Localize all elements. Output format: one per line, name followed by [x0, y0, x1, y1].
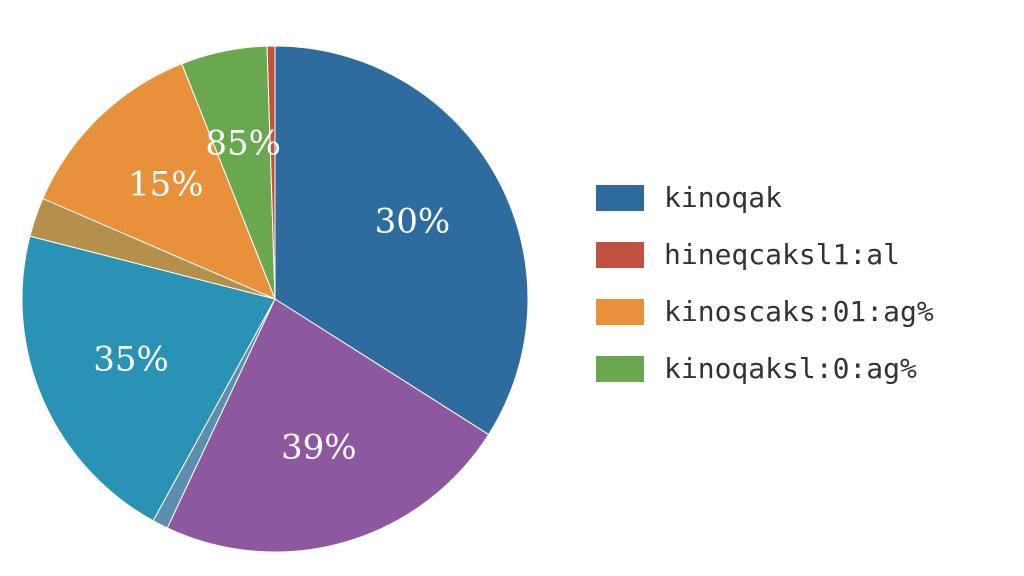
pie-slice-0	[274, 45, 529, 436]
pie-slice-label-3: 35%	[93, 339, 169, 379]
legend-label-2: kinoscaks:01:ag%	[664, 295, 934, 328]
legend-label-1: hineqcaksl1:al	[664, 238, 900, 271]
legend-label-3: kinoqaksl:0:ag%	[664, 352, 917, 385]
pie-slice-label-0: 30%	[375, 201, 451, 241]
legend-label-0: kinoqak	[664, 181, 782, 214]
legend: kinoqak hineqcaksl1:al kinoscaks:01:ag% kin…	[596, 181, 934, 385]
pie-slice-5	[42, 63, 276, 300]
pie-slice-label-5: 15%	[128, 164, 204, 204]
legend-swatch-3	[596, 356, 644, 382]
pie-slices	[21, 45, 529, 553]
pie-slice-labels: 30% 39% 35% 15%85%	[93, 123, 450, 467]
pie-slice-label-6: 85%	[205, 123, 281, 163]
pie-slice-1	[166, 298, 490, 553]
legend-swatch-0	[596, 185, 644, 211]
legend-swatch-1	[596, 242, 644, 268]
legend-swatch-2	[596, 299, 644, 325]
pie-slice-7	[266, 45, 276, 300]
pie-slice-3	[21, 235, 276, 522]
pie-slice-label-1: 39%	[281, 428, 357, 468]
